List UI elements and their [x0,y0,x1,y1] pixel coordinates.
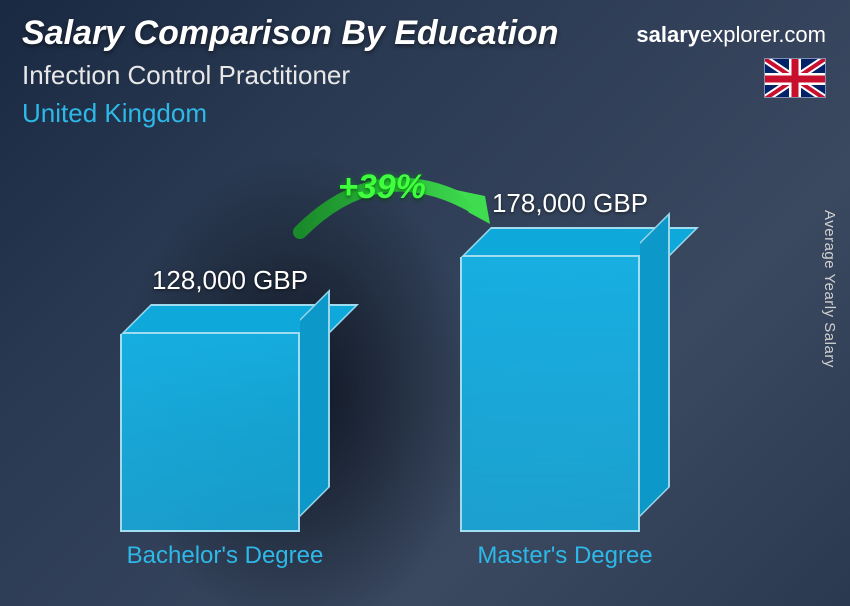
uk-flag-svg [765,59,825,98]
bar-label-masters: Master's Degree [450,542,680,570]
chart-subtitle: Infection Control Practitioner [22,60,350,91]
brand-bold: salary [636,22,700,47]
chart-title: Salary Comparison By Education [22,14,559,53]
bar-side-face [300,289,330,517]
y-axis-label: Average Yearly Salary [821,210,838,368]
country-label: United Kingdom [22,98,207,129]
bar-value-bachelors: 128,000 GBP [110,265,350,296]
bar-front-face [120,334,300,532]
percentage-delta: +39% [338,168,426,207]
bar-label-bachelors: Bachelor's Degree [110,542,340,570]
bar-value-masters: 178,000 GBP [450,188,690,219]
brand-label: salaryexplorer.com [636,22,826,48]
infographic-container: Salary Comparison By Education Infection… [0,0,850,606]
brand-rest: explorer.com [700,22,826,47]
bar-side-face [640,212,670,517]
bar-chart: +39% 128,000 GBP Bachelor's Degree 178,0… [80,142,760,572]
bar-front-face [460,257,640,532]
uk-flag-icon [764,58,826,98]
